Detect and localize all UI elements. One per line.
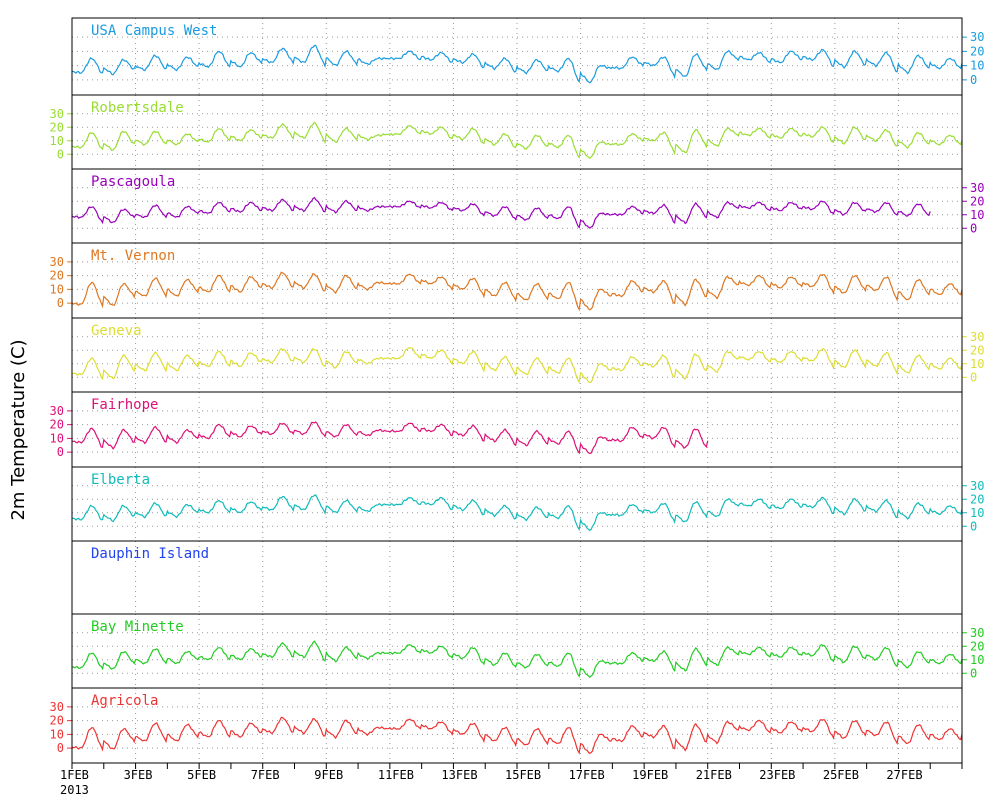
- y-tick-label: 30: [970, 626, 984, 640]
- panel-frame: [71, 242, 963, 319]
- series-line: [71, 271, 963, 312]
- y-tick-label: 30: [970, 479, 984, 493]
- y-tick-label: 30: [50, 700, 64, 714]
- station-label: Bay Minette: [91, 619, 184, 635]
- y-tick-label: 20: [970, 639, 984, 653]
- station-label: Mt. Vernon: [91, 248, 175, 264]
- y-tick-label: 20: [50, 269, 64, 283]
- y-tick-label: 30: [970, 181, 984, 195]
- y-tick-label: 10: [50, 431, 64, 445]
- y-axis-label: 2m Temperature (C): [8, 339, 29, 520]
- x-tick-label: 17FEB: [569, 768, 605, 782]
- x-tick-label: 27FEB: [886, 768, 922, 782]
- y-tick-label: 10: [970, 653, 984, 667]
- x-tick-label: 15FEB: [505, 768, 541, 782]
- y-tick-label: 0: [57, 445, 64, 459]
- y-tick-label: 10: [970, 59, 984, 73]
- y-tick-label: 0: [970, 73, 977, 87]
- y-tick-label: 10: [970, 506, 984, 520]
- station-label: Elberta: [91, 472, 150, 488]
- y-tick-label: 20: [970, 492, 984, 506]
- y-tick-label: 20: [970, 194, 984, 208]
- x-tick-label: 7FEB: [251, 768, 280, 782]
- y-tick-label: 0: [970, 666, 977, 680]
- station-label: Fairhope: [91, 397, 158, 413]
- x-tick-label: 21FEB: [696, 768, 732, 782]
- y-tick-label: 30: [970, 30, 984, 44]
- series-line: [72, 421, 709, 455]
- y-tick-label: 20: [50, 418, 64, 432]
- y-tick-label: 10: [50, 134, 64, 148]
- x-tick-label: 1FEB: [60, 768, 89, 782]
- y-tick-label: 10: [970, 357, 984, 371]
- y-tick-label: 20: [970, 343, 984, 357]
- station-label: Robertsdale: [91, 100, 184, 116]
- series-line: [71, 640, 963, 679]
- y-tick-label: 30: [50, 404, 64, 418]
- y-tick-label: 0: [970, 370, 977, 384]
- x-tick-label: 23FEB: [759, 768, 795, 782]
- x-tick-label: 5FEB: [187, 768, 216, 782]
- x-tick-label: 19FEB: [632, 768, 668, 782]
- y-tick-label: 10: [50, 282, 64, 296]
- x-tick-label: 25FEB: [823, 768, 859, 782]
- y-tick-label: 30: [970, 330, 984, 344]
- x-tick-label: 13FEB: [441, 768, 477, 782]
- panel-frame: [71, 391, 963, 468]
- y-tick-label: 0: [57, 147, 64, 161]
- station-panel: Dauphin Island: [71, 540, 963, 615]
- x-tick-label: 9FEB: [314, 768, 343, 782]
- y-tick-label: 30: [50, 255, 64, 269]
- series-line: [71, 196, 931, 229]
- station-label: Dauphin Island: [91, 546, 209, 562]
- panel-frame: [71, 466, 963, 542]
- x-axis: 1FEB 3FEB 5FEB 7FEB 9FEB 11FEB 13FEB 15FEB 17FEB…: [60, 763, 963, 797]
- y-tick-label: 20: [50, 120, 64, 134]
- series-line: [71, 346, 963, 385]
- y-tick-label: 0: [57, 296, 64, 310]
- y-tick-label: 0: [57, 741, 64, 755]
- station-label: Pascagoula: [91, 174, 175, 190]
- y-tick-label: 0: [970, 519, 977, 533]
- station-label: Agricola: [91, 693, 158, 709]
- series-line: [71, 494, 963, 532]
- station-label: Geneva: [91, 323, 142, 339]
- panel-frame: [71, 94, 963, 170]
- y-tick-label: 20: [970, 44, 984, 58]
- series-line: [71, 716, 963, 755]
- y-tick-label: 10: [970, 208, 984, 222]
- panel-frame: [71, 687, 963, 764]
- panel-frame: [71, 317, 963, 393]
- y-tick-label: 30: [50, 107, 64, 121]
- y-tick-label: 0: [970, 221, 977, 235]
- x-tick-label: 3FEB: [124, 768, 153, 782]
- y-tick-label: 10: [50, 727, 64, 741]
- series-line: [72, 121, 963, 160]
- station-label: USA Campus West: [91, 23, 217, 39]
- y-tick-label: 20: [50, 714, 64, 728]
- year-label: 2013: [60, 783, 89, 797]
- series-line: [71, 44, 963, 84]
- x-tick-label: 11FEB: [378, 768, 414, 782]
